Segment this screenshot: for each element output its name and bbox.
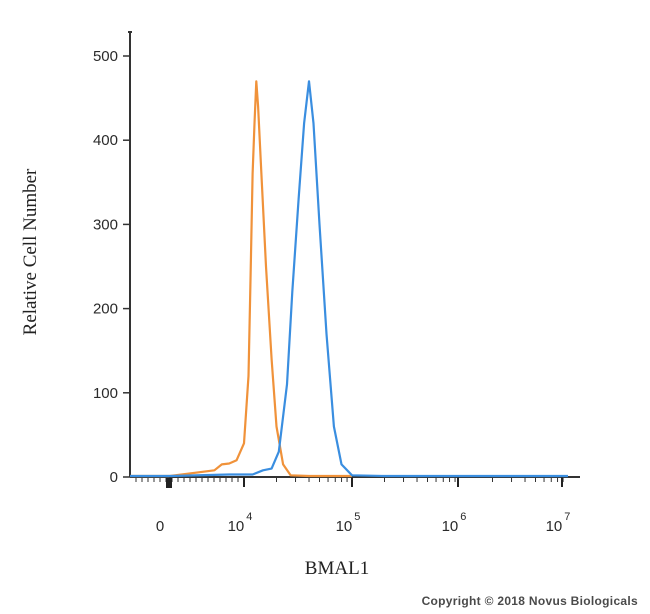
- x-tick-label: 107: [546, 511, 571, 535]
- zero-marker: [166, 478, 172, 488]
- x-tick-label: 0: [156, 518, 164, 535]
- x-tick-label: 104: [228, 511, 253, 535]
- series-line-2: [130, 80, 568, 478]
- y-axis-title: Relative Cell Number: [20, 168, 41, 335]
- y-tick-label: 100: [93, 385, 118, 402]
- y-tick-label: 0: [110, 469, 118, 486]
- y-tick-label: 400: [93, 132, 118, 149]
- x-axis-title: BMAL1: [305, 558, 369, 579]
- y-tick-label: 200: [93, 301, 118, 318]
- series-line-1: [130, 80, 352, 478]
- series-group: [130, 80, 568, 478]
- x-tick-label: 105: [336, 511, 361, 535]
- y-tick-label: 300: [93, 216, 118, 233]
- y-tick-label: 500: [93, 48, 118, 65]
- labels-group: 0 100 200 300 400 500 0 104 105 106 107 Relative Ce…: [20, 48, 570, 579]
- copyright-text: Copyright © 2018 Novus Biologicals: [421, 594, 638, 608]
- axes: [123, 31, 580, 488]
- x-tick-label: 106: [442, 511, 467, 535]
